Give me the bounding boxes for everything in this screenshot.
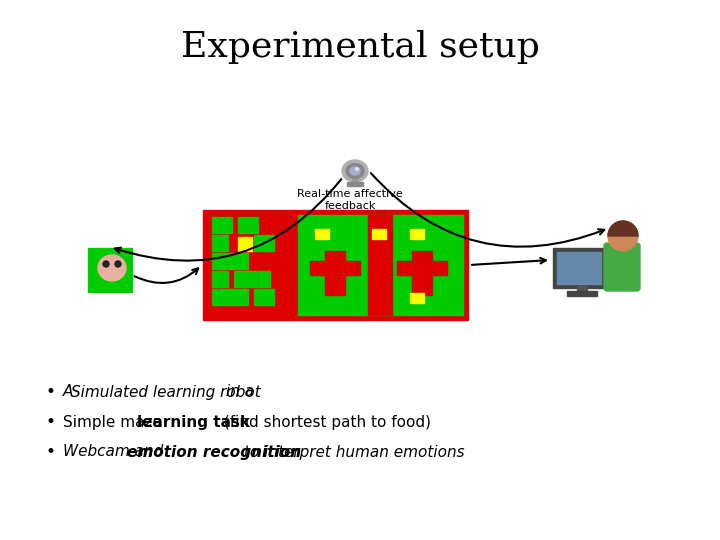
Circle shape <box>608 221 638 251</box>
Bar <box>410 229 424 239</box>
Bar <box>567 291 597 296</box>
Text: A: A <box>63 384 78 400</box>
Text: Simulated learning robot: Simulated learning robot <box>71 384 261 400</box>
Bar <box>212 271 228 287</box>
Bar <box>368 215 392 315</box>
Text: to interpret human emotions: to interpret human emotions <box>239 444 464 460</box>
Bar <box>412 251 432 261</box>
Bar <box>347 182 363 186</box>
Bar <box>212 289 248 305</box>
Circle shape <box>103 261 109 267</box>
Bar <box>577 286 587 292</box>
Bar <box>234 271 270 287</box>
Bar <box>254 289 274 305</box>
Bar <box>397 261 447 275</box>
Ellipse shape <box>356 168 359 170</box>
Circle shape <box>115 261 121 267</box>
Bar <box>298 215 463 315</box>
Bar <box>325 285 345 295</box>
Text: learning task: learning task <box>137 415 250 429</box>
FancyBboxPatch shape <box>604 243 640 291</box>
Bar <box>293 210 468 320</box>
Text: Simple maze: Simple maze <box>63 415 167 429</box>
Bar <box>212 253 248 269</box>
Bar <box>212 217 232 233</box>
Bar <box>553 248 605 288</box>
Ellipse shape <box>342 160 368 182</box>
Ellipse shape <box>346 164 364 179</box>
Bar <box>203 210 293 320</box>
Bar <box>352 175 358 183</box>
Bar <box>372 229 386 239</box>
Bar <box>254 235 274 251</box>
Bar <box>412 275 432 285</box>
Text: •: • <box>45 443 55 461</box>
Text: (find shortest path to food): (find shortest path to food) <box>219 415 431 429</box>
Bar <box>238 217 258 233</box>
Ellipse shape <box>98 255 126 281</box>
Text: Real-time affective
feedback: Real-time affective feedback <box>297 189 403 211</box>
Bar <box>325 275 345 285</box>
Bar <box>310 261 360 275</box>
Text: Experimental setup: Experimental setup <box>181 30 539 64</box>
Bar <box>88 248 132 292</box>
Ellipse shape <box>350 167 360 175</box>
Text: in a: in a <box>221 384 254 400</box>
Bar <box>412 285 432 295</box>
Wedge shape <box>608 221 638 236</box>
Text: •: • <box>45 413 55 431</box>
Bar <box>238 237 252 251</box>
Text: •: • <box>45 383 55 401</box>
Bar <box>315 229 329 239</box>
Bar <box>325 251 345 261</box>
Text: Webcam and: Webcam and <box>63 444 168 460</box>
Text: emotion recognition: emotion recognition <box>127 444 301 460</box>
Bar <box>557 252 601 284</box>
Bar <box>410 293 424 303</box>
Bar <box>212 235 228 251</box>
